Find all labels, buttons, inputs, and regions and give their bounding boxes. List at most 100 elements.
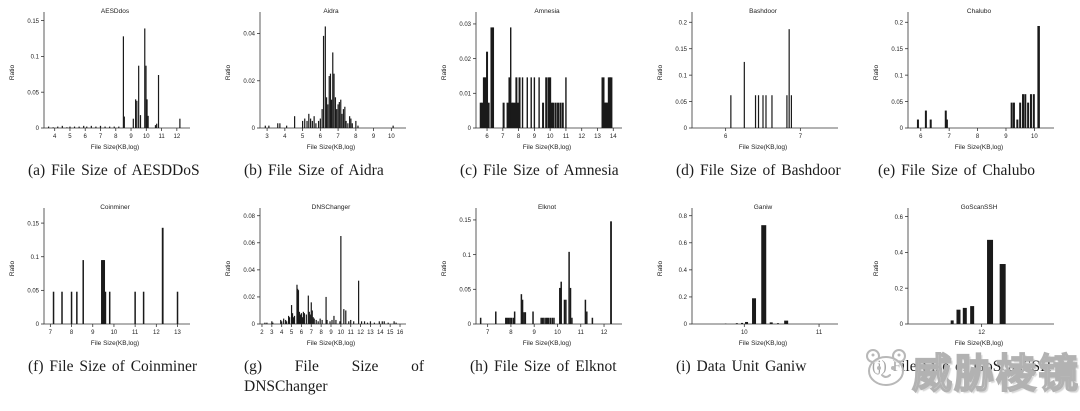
svg-text:5: 5 — [68, 134, 72, 140]
svg-text:5: 5 — [290, 330, 294, 336]
svg-text:0: 0 — [252, 322, 256, 328]
svg-text:10: 10 — [741, 330, 748, 336]
svg-text:13: 13 — [174, 330, 181, 336]
svg-text:14: 14 — [610, 134, 617, 140]
svg-text:0.1: 0.1 — [31, 255, 40, 261]
svg-text:0.06: 0.06 — [243, 241, 255, 247]
svg-text:8: 8 — [509, 330, 513, 336]
svg-text:13: 13 — [367, 330, 374, 336]
svg-text:12: 12 — [173, 134, 180, 140]
caption-bashdoor: (d) File Size of Bashdoor — [676, 162, 841, 179]
chart-amnesia: 0 0.01 0.02 0.03 6 7 8 9 10 11 12 13 14 Amnesia File S… — [432, 4, 648, 156]
figure-elknot: 0 0.05 0.1 0.15 7 8 9 10 11 12 Elknot File Size(KB,… — [432, 200, 648, 352]
caption-coinminer: (f) File Size of Coinminer — [28, 358, 197, 375]
svg-text:Ratio: Ratio — [225, 65, 232, 81]
svg-text:Ratio: Ratio — [657, 65, 664, 81]
svg-text:Ratio: Ratio — [9, 261, 16, 277]
svg-text:Ratio: Ratio — [873, 261, 880, 277]
figure-ganiw: 0 0.2 0.4 0.6 0.8 10 11 Ganiw File Size(KB,log) R… — [648, 200, 864, 352]
svg-text:0.04: 0.04 — [243, 268, 255, 274]
svg-text:0.05: 0.05 — [27, 289, 39, 295]
svg-text:9: 9 — [329, 330, 333, 336]
svg-text:4: 4 — [53, 134, 57, 140]
chart-row-1: 0 0.05 0.1 0.15 4 5 6 7 8 9 10 11 12 AESDdos File Size… — [0, 0, 1080, 156]
caption-aidra: (b) File Size of Aidra — [244, 162, 384, 179]
svg-text:0.6: 0.6 — [895, 215, 904, 221]
svg-text:7: 7 — [99, 134, 103, 140]
svg-text:0.05: 0.05 — [27, 90, 39, 96]
svg-text:0: 0 — [468, 126, 472, 132]
svg-text:9: 9 — [129, 134, 133, 140]
svg-text:6: 6 — [84, 134, 88, 140]
svg-text:13: 13 — [594, 134, 601, 140]
svg-text:0.2: 0.2 — [679, 295, 688, 301]
svg-text:0.6: 0.6 — [679, 241, 688, 247]
caption-elknot: (h) File Size of Elknot — [470, 358, 617, 375]
svg-text:0.1: 0.1 — [463, 253, 472, 259]
caption-dnschanger: (g) File Size of DNSChanger — [244, 358, 424, 395]
svg-text:11: 11 — [563, 134, 570, 140]
svg-text:7: 7 — [799, 134, 803, 140]
svg-text:0: 0 — [900, 126, 904, 132]
svg-text:10: 10 — [554, 330, 561, 336]
figure-coinminer: 0 0.05 0.1 0.15 7 8 9 10 11 12 13 Coinminer File Siz… — [0, 200, 216, 352]
svg-text:File Size(KB,log): File Size(KB,log) — [91, 340, 139, 347]
svg-text:0: 0 — [252, 126, 256, 132]
svg-text:GoScanSSH: GoScanSSH — [961, 204, 998, 211]
svg-text:0.04: 0.04 — [243, 32, 255, 38]
svg-text:0.1: 0.1 — [31, 55, 40, 61]
svg-text:8: 8 — [354, 134, 358, 140]
svg-text:6: 6 — [300, 330, 304, 336]
svg-text:8: 8 — [517, 134, 521, 140]
svg-text:11: 11 — [348, 330, 355, 336]
svg-text:10: 10 — [547, 134, 554, 140]
figure-bashdoor: 0 0.05 0.1 0.15 0.2 6 7 Bashdoor File Size(KB,lo… — [648, 4, 864, 156]
svg-text:File Size(KB,log): File Size(KB,log) — [307, 144, 355, 151]
svg-text:0.05: 0.05 — [891, 100, 903, 106]
svg-text:6: 6 — [485, 134, 489, 140]
svg-text:12: 12 — [357, 330, 364, 336]
svg-text:File Size(KB,log): File Size(KB,log) — [91, 144, 139, 151]
svg-text:Ratio: Ratio — [873, 65, 880, 81]
svg-text:0.05: 0.05 — [675, 100, 687, 106]
svg-text:11: 11 — [132, 330, 139, 336]
figure-chalubo: 0 0.05 0.1 0.15 0.2 6 7 8 9 10 Chalubo File Size(KB… — [864, 4, 1080, 156]
svg-text:2: 2 — [260, 330, 264, 336]
svg-text:9: 9 — [533, 134, 537, 140]
svg-text:12: 12 — [578, 134, 585, 140]
chart-ganiw: 0 0.2 0.4 0.6 0.8 10 11 Ganiw File Size(KB,log) R… — [648, 200, 864, 352]
svg-text:6: 6 — [724, 134, 728, 140]
chart-row-2: 0 0.05 0.1 0.15 7 8 9 10 11 12 13 Coinminer File Siz… — [0, 196, 1080, 352]
caption-amnesia: (c) File Size of Amnesia — [460, 162, 619, 179]
svg-text:12: 12 — [978, 330, 985, 336]
svg-text:Bashdoor: Bashdoor — [749, 8, 778, 15]
svg-text:0.2: 0.2 — [679, 20, 688, 26]
svg-text:10: 10 — [338, 330, 345, 336]
svg-text:0.4: 0.4 — [679, 268, 688, 274]
svg-text:4: 4 — [283, 134, 287, 140]
svg-text:0.03: 0.03 — [459, 22, 471, 28]
svg-text:9: 9 — [372, 134, 376, 140]
svg-text:11: 11 — [816, 330, 823, 336]
svg-text:0.15: 0.15 — [459, 218, 471, 224]
svg-text:0.02: 0.02 — [243, 79, 255, 85]
chart-elknot: 0 0.05 0.1 0.15 7 8 9 10 11 12 Elknot File Size(KB,… — [432, 200, 648, 352]
svg-text:0.05: 0.05 — [459, 288, 471, 294]
chart-aidra: 0 0.02 0.04 3 4 5 6 7 8 9 10 Aidra File Size(KB,log)… — [216, 4, 432, 156]
svg-text:14: 14 — [377, 330, 384, 336]
svg-text:File Size(KB,log): File Size(KB,log) — [955, 144, 1003, 151]
svg-text:6: 6 — [919, 134, 923, 140]
svg-text:0.2: 0.2 — [895, 20, 904, 26]
caption-row-1: (a) File Size of AESDDoS (b) File Size o… — [0, 156, 1080, 196]
chart-bashdoor: 0 0.05 0.1 0.15 0.2 6 7 Bashdoor File Size(KB,lo… — [648, 4, 864, 156]
svg-text:Coinminer: Coinminer — [100, 204, 130, 211]
chart-goscanssh: 0 0.2 0.4 0.6 12 GoScanSSH File Size(KB,log) Ra… — [864, 200, 1080, 352]
svg-text:3: 3 — [270, 330, 274, 336]
svg-text:Aidra: Aidra — [323, 8, 339, 15]
svg-text:9: 9 — [91, 330, 95, 336]
svg-text:0: 0 — [36, 322, 40, 328]
caption-row-2: (f) File Size of Coinminer (g) File Size… — [0, 352, 1080, 407]
svg-text:AESDdos: AESDdos — [101, 8, 130, 15]
svg-text:Ratio: Ratio — [657, 261, 664, 277]
